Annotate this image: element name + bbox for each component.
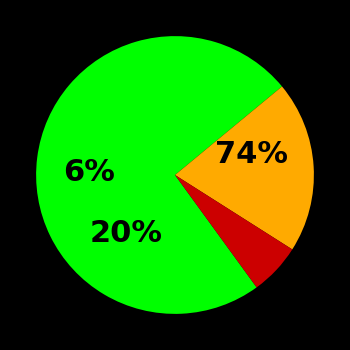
Wedge shape — [175, 175, 292, 287]
Text: 20%: 20% — [90, 219, 163, 248]
Wedge shape — [175, 86, 314, 250]
Wedge shape — [36, 36, 282, 314]
Text: 74%: 74% — [215, 140, 288, 169]
Text: 6%: 6% — [63, 158, 115, 187]
